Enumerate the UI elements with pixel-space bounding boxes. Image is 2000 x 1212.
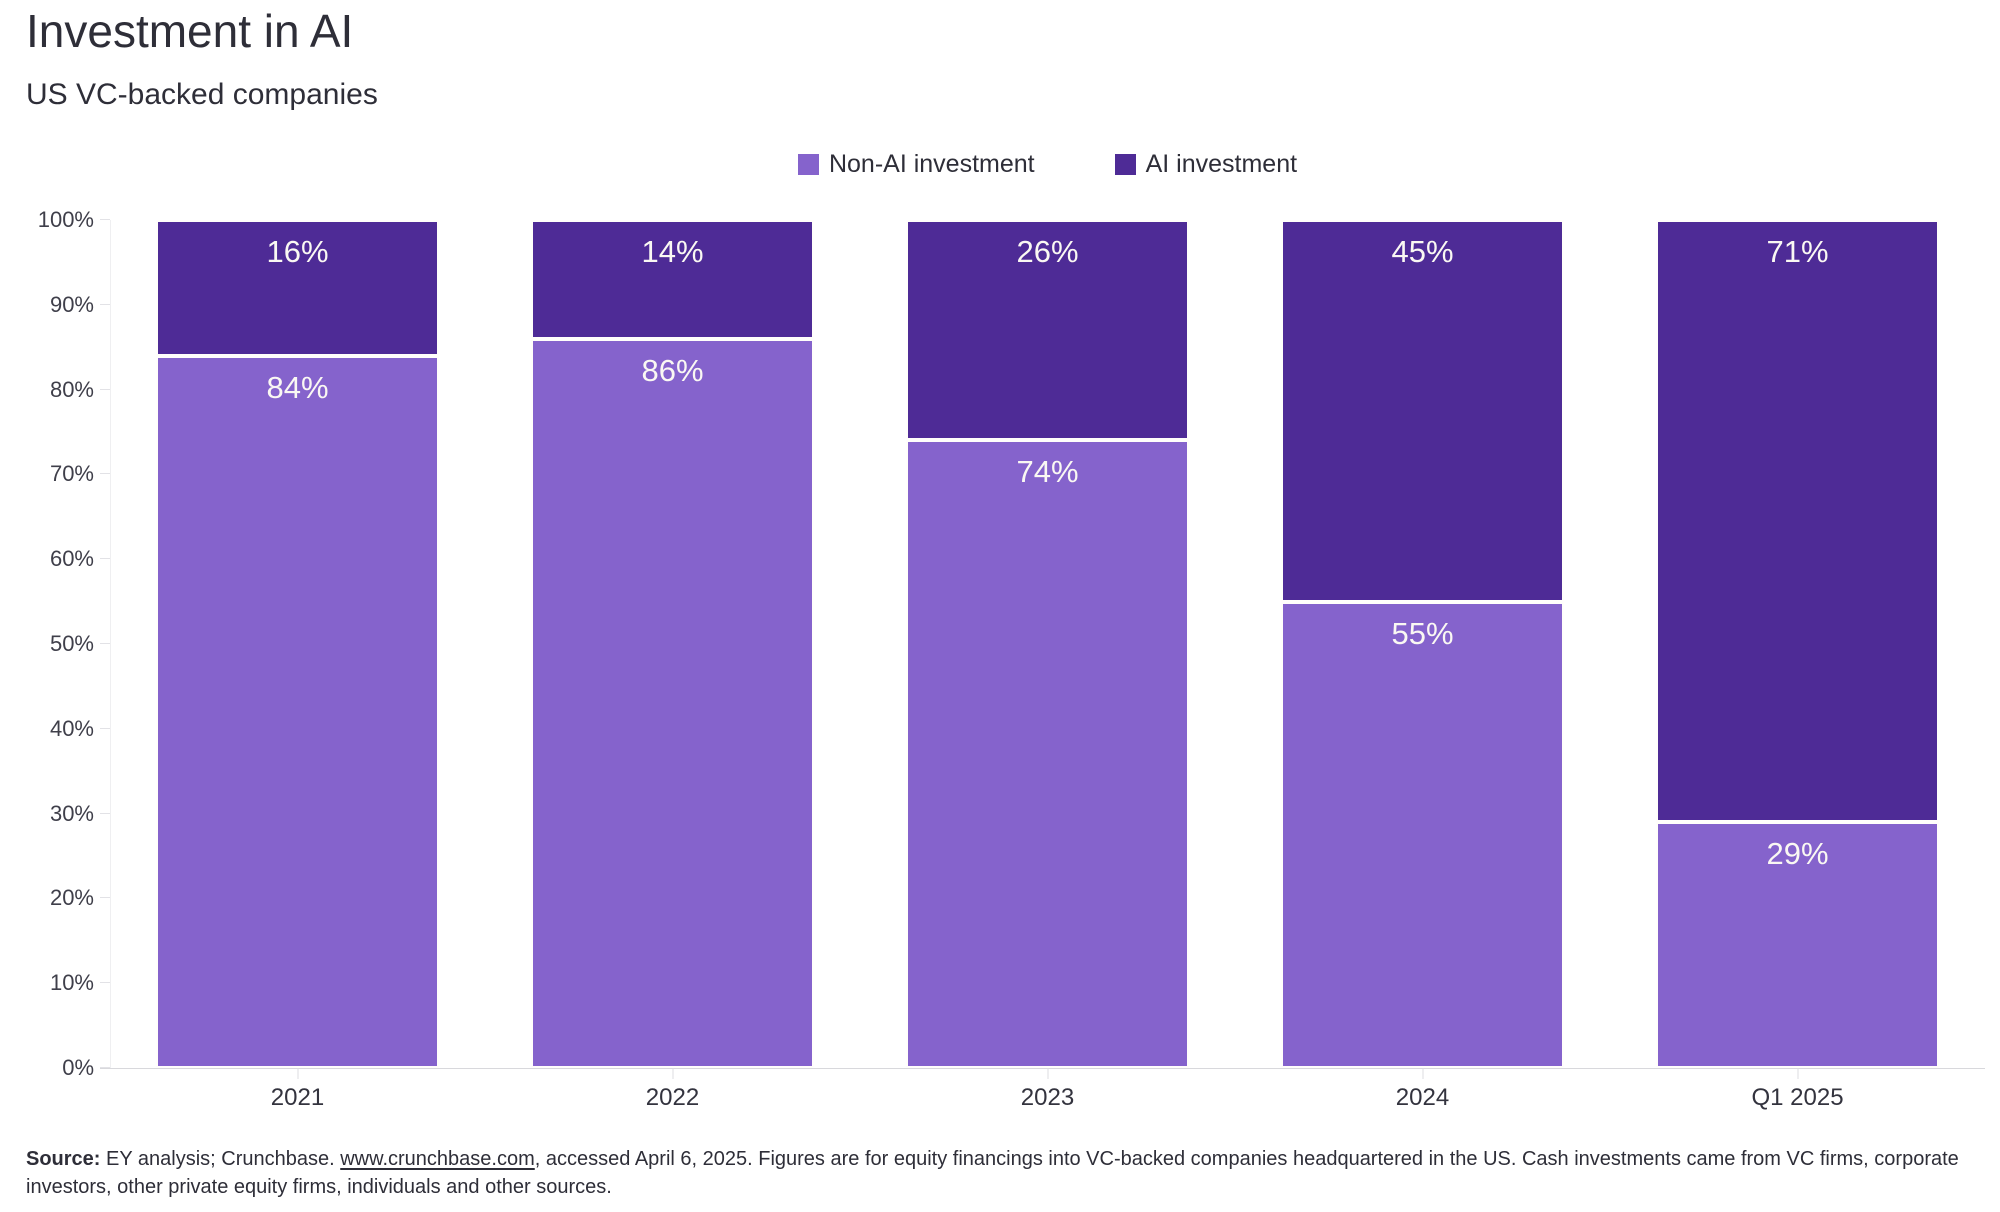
y-axis-tick: [100, 812, 110, 814]
bar-segment-ai[interactable]: 14%: [531, 220, 814, 339]
source-text-after-link: , accessed April 6, 2025. Figures are fo…: [26, 1148, 1959, 1198]
bar-value-label: 16%: [266, 234, 329, 269]
stacked-bar: 26% 74%: [906, 220, 1189, 1068]
y-axis-line: [110, 220, 111, 1068]
y-axis-label: 40%: [49, 715, 94, 741]
y-axis-tick: [100, 558, 110, 560]
source-text-before-link: EY analysis; Crunchbase.: [100, 1148, 341, 1170]
legend-swatch-icon: [1114, 154, 1136, 175]
legend-swatch-icon: [797, 154, 819, 175]
bar-segment-ai[interactable]: 45%: [1281, 220, 1564, 602]
bar-value-label: 86%: [641, 352, 704, 388]
y-axis-tick: [100, 897, 110, 899]
x-axis-label: 2021: [270, 1084, 325, 1111]
x-axis-tick: [672, 1068, 673, 1079]
y-axis-label: 30%: [49, 800, 94, 826]
bar-value-label: 14%: [641, 234, 704, 269]
x-axis-tick: [1422, 1068, 1423, 1079]
legend: Non-AI investment AI investment: [110, 150, 1985, 179]
bar-segment-non-ai[interactable]: 55%: [1281, 601, 1564, 1068]
chart-subtitle: US VC-backed companies: [26, 78, 378, 111]
y-axis-label: 50%: [49, 631, 94, 656]
x-axis-label: 2022: [645, 1084, 700, 1111]
y-axis-label: 20%: [49, 885, 94, 911]
legend-item-non-ai[interactable]: Non-AI investment: [797, 150, 1035, 179]
x-axis-label: Q1 2025: [1751, 1084, 1844, 1111]
bar-segment-ai[interactable]: 26%: [906, 220, 1189, 441]
stacked-bar: 71% 29%: [1656, 220, 1939, 1068]
legend-item-ai[interactable]: AI investment: [1114, 150, 1298, 179]
bar-segment-non-ai[interactable]: 84%: [156, 355, 439, 1068]
bar-value-label: 29%: [1766, 836, 1829, 872]
y-axis-tick: [100, 643, 110, 644]
y-axis-tick: [100, 982, 110, 984]
bar-value-label: 55%: [1391, 615, 1454, 651]
y-axis-tick: [100, 303, 110, 305]
bar-segment-ai[interactable]: 71%: [1656, 220, 1939, 823]
stacked-bar: 45% 55%: [1281, 220, 1564, 1068]
y-axis-label: 100%: [37, 207, 94, 232]
x-axis-tick: [1797, 1068, 1798, 1079]
bar-value-label: 84%: [266, 369, 329, 405]
x-axis-tick: [1047, 1068, 1048, 1079]
stacked-bar: 16% 84%: [156, 220, 439, 1068]
bar-segment-ai[interactable]: 16%: [156, 220, 439, 356]
y-axis-label: 10%: [49, 970, 94, 996]
y-axis-label: 60%: [49, 546, 94, 572]
y-axis-label: 70%: [49, 461, 94, 487]
y-axis-label: 90%: [49, 291, 94, 317]
x-axis-label: 2023: [1020, 1084, 1075, 1111]
y-axis-label: 80%: [49, 376, 94, 402]
legend-label: Non-AI investment: [828, 150, 1035, 178]
page-title: Investment in AI: [26, 5, 354, 57]
y-axis-tick: [100, 388, 110, 390]
bar-value-label: 45%: [1391, 234, 1454, 269]
bar-segment-non-ai[interactable]: 29%: [1656, 822, 1939, 1068]
bar-value-label: 26%: [1016, 234, 1079, 269]
y-axis-tick: [100, 219, 110, 220]
x-axis-tick: [297, 1068, 298, 1079]
y-axis-tick: [100, 727, 110, 729]
source-label: Source:: [26, 1148, 101, 1170]
bar-segment-non-ai[interactable]: 74%: [906, 440, 1189, 1068]
plot-area: 0% 10% 20% 30% 40% 50% 60% 70% 80% 90% 100% 16% 84% 2…: [38, 207, 1985, 1111]
y-axis-label: 0%: [62, 1055, 94, 1080]
source-note: Source: EY analysis; Crunchbase. www.cru…: [26, 1146, 1978, 1201]
y-axis-tick: [100, 473, 110, 475]
stacked-bar: 14% 86%: [531, 220, 814, 1068]
x-axis-line: [100, 1068, 1985, 1069]
bar-segment-non-ai[interactable]: 86%: [531, 338, 814, 1068]
x-axis-label: 2024: [1395, 1084, 1450, 1111]
y-axis-tick: [100, 1067, 110, 1068]
bar-value-label: 71%: [1766, 234, 1829, 269]
legend-label: AI investment: [1145, 150, 1298, 178]
bar-value-label: 74%: [1016, 454, 1079, 490]
crunchbase-link[interactable]: www.crunchbase.com: [340, 1148, 535, 1170]
